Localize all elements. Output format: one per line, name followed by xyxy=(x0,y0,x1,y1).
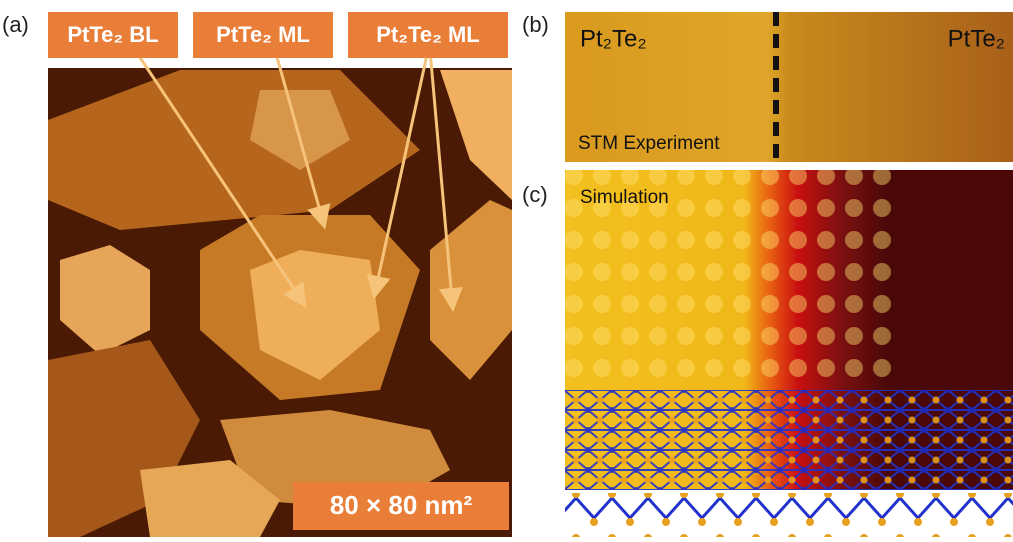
arrows xyxy=(133,49,463,312)
atomic-model xyxy=(565,390,1013,490)
region-label: PtTe₂ xyxy=(948,25,1005,52)
caption: STM Experiment xyxy=(578,133,720,154)
caption: Simulation xyxy=(580,187,669,208)
tag: Pt₂Te₂ ML xyxy=(376,22,479,47)
scale-box xyxy=(293,482,509,530)
panel-label: (c) xyxy=(522,182,548,207)
panel-label: (b) xyxy=(522,12,549,37)
panel-b: (b) Pt₂Te₂ PtTe₂ STM Experiment xyxy=(522,12,1013,162)
stm-image xyxy=(565,12,1013,162)
region-label: Pt₂Te₂ xyxy=(580,25,647,52)
flakes xyxy=(48,70,512,537)
tag: PtTe₂ ML xyxy=(216,22,310,47)
panel-a: (a) PtTe₂ BL PtTe₂ ML Pt₂Te₂ ML 80 × 80 … xyxy=(2,12,512,537)
sim-dots xyxy=(565,170,895,390)
side-view xyxy=(565,493,1013,537)
scale-label: 80 × 80 nm² xyxy=(330,490,473,520)
panel-c: (c) Simulation xyxy=(522,170,1013,537)
tag-box xyxy=(48,12,178,58)
tag: PtTe₂ BL xyxy=(67,22,158,47)
tag-box xyxy=(348,12,508,58)
tag-box xyxy=(193,12,333,58)
panel-label: (a) xyxy=(2,12,29,37)
